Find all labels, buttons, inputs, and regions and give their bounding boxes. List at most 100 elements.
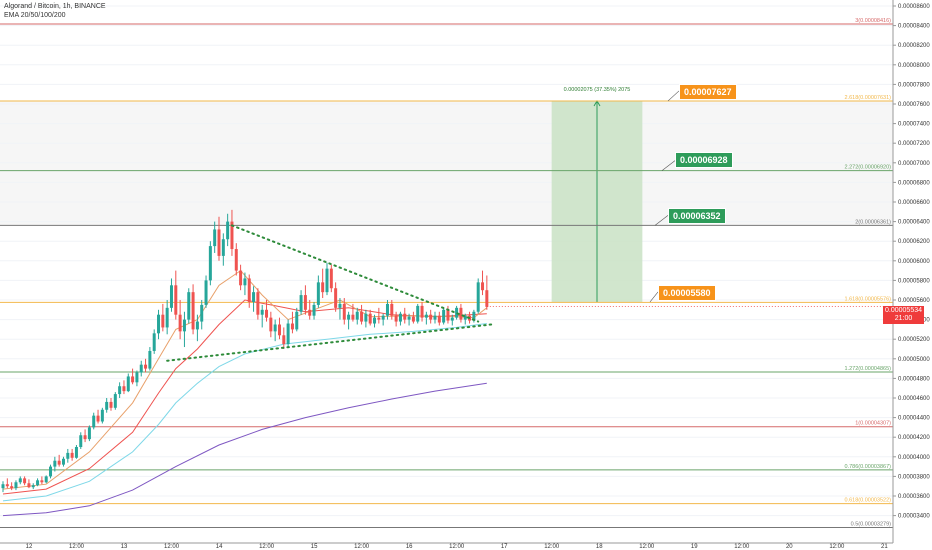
candle-body [1,484,5,489]
candle-body [360,311,364,322]
candle-body [420,305,424,318]
x-tick-label: 12:00 [544,544,560,550]
candle-body [70,452,74,458]
candle-body [303,295,307,310]
candle-body [195,321,199,330]
current-price-label: 0.00005534 21:00 [883,306,924,324]
y-tick-label: 0.00006000 [898,259,930,265]
candle-body [204,280,208,305]
x-tick-label: 12:00 [734,544,750,550]
candle-body [118,386,122,395]
candle-body [92,415,96,428]
candle-body [325,268,329,293]
target-tag-6352: 0.00006352 [668,208,726,224]
candle-body [234,249,238,271]
tag-connector [667,90,680,102]
target-tag-6928: 0.00006928 [675,152,733,168]
candle-body [446,309,450,321]
candle-body [18,478,22,483]
candle-body [217,229,221,256]
triangle-upper-trendline [230,224,480,323]
y-tick-label: 0.00005800 [898,278,930,284]
candle-body [61,458,65,465]
tag-connector [661,160,676,171]
y-tick-label: 0.00006400 [898,220,930,226]
candle-body [221,239,225,256]
candle-body [312,304,316,316]
candle-body [23,478,27,484]
y-tick-label: 0.00004400 [898,416,930,422]
candle-body [329,268,333,289]
fib-level-label: 0.618(0.00003522) [845,498,892,504]
target-tag-7627: 0.00007627 [679,84,737,100]
y-tick-label: 0.00008200 [898,43,930,49]
candle-body [381,315,385,320]
candle-body [407,316,411,320]
candle-body [459,307,463,320]
candle-body [411,316,415,322]
candle-body [148,350,152,369]
candle-body [139,364,143,373]
x-tick-label: 12:00 [639,544,655,550]
y-tick-label: 0.00005200 [898,337,930,343]
candle-body [243,278,247,286]
candle-body [424,314,428,318]
candle-body [152,333,156,351]
candle-body [334,288,338,308]
fib-level-label: 3(0.00008416) [855,18,891,24]
candle-body [230,221,234,250]
candle-body [100,409,104,422]
y-tick-label: 0.00003800 [898,474,930,480]
x-tick-label: 15 [311,544,318,550]
x-tick-label: 12 [26,544,33,550]
candle-body [416,305,420,322]
candle-body [213,229,217,247]
x-tick-label: 14 [216,544,223,550]
x-tick-label: 18 [596,544,603,550]
candle-body [455,307,459,318]
candle-body [83,435,87,440]
candle-body [377,317,381,320]
y-tick-label: 0.00003600 [898,494,930,500]
candle-body [398,313,402,322]
y-tick-label: 0.00007400 [898,122,930,128]
candle-body [338,303,342,308]
candle-body [200,304,204,322]
candle-body [429,314,433,320]
triangle-lower-trendline [166,323,493,362]
x-tick-label: 12:00 [164,544,180,550]
candle-body [364,313,368,322]
x-tick-label: 16 [406,544,413,550]
candle-body [385,303,389,316]
y-tick-label: 0.00008600 [898,4,930,10]
candle-body [269,317,273,332]
x-tick-label: 12:00 [259,544,275,550]
candle-body [286,323,290,345]
candle-body [299,295,303,312]
bar-countdown: 21:00 [894,315,913,322]
fib-level-label: 1.272(0.00004865) [845,366,892,372]
x-tick-label: 12:00 [69,544,85,550]
y-tick-label: 0.00007800 [898,82,930,88]
candle-body [66,452,70,459]
candle-body [316,282,320,305]
candle-body [79,435,83,447]
candle-body [14,482,18,489]
candle-body [472,311,476,321]
candle-body [53,460,57,467]
candle-body [191,292,195,330]
y-tick-label: 0.00007200 [898,141,930,147]
y-tick-label: 0.00003400 [898,514,930,520]
candle-body [295,311,299,330]
y-tick-label: 0.00005000 [898,357,930,363]
y-tick-label: 0.00008400 [898,24,930,30]
candle-body [74,447,78,458]
indicator-legend: EMA 20/50/100/200 [4,12,66,19]
candle-body [373,317,377,324]
candle-body [87,427,91,440]
candle-body [131,376,135,383]
x-tick-label: 17 [501,544,508,550]
candle-body [247,278,251,302]
